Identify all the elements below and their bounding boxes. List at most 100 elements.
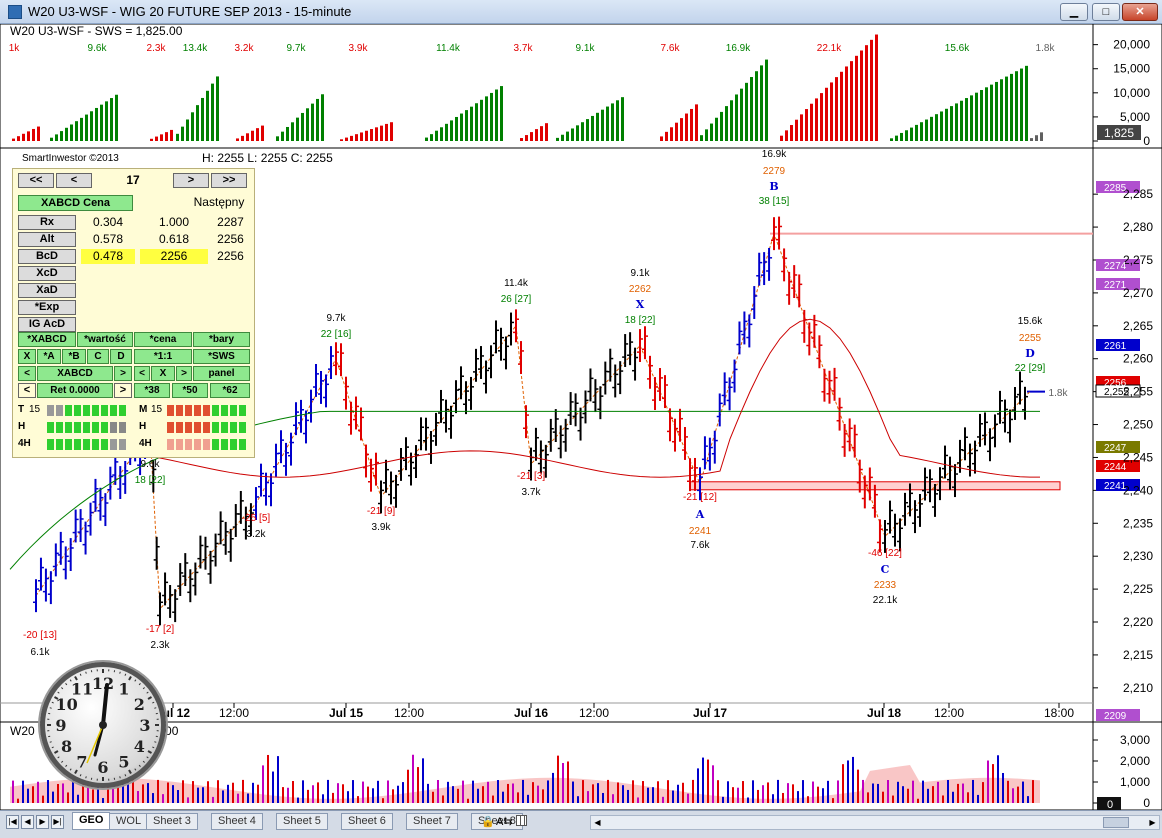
minimize-button[interactable]: ▁ — [1060, 3, 1088, 21]
last-button[interactable]: >> — [211, 173, 247, 188]
horizontal-scrollbar[interactable]: ◀ ▶ — [590, 815, 1160, 830]
lower-volume-bar — [352, 780, 354, 803]
chart-area[interactable]: W20 U3-WSF - SWS = 1,825.00 1k 9.6k 2.3k 13.… — [0, 24, 1162, 810]
price-bar — [202, 536, 209, 570]
volume-bar — [660, 136, 663, 141]
toggle-xabcd-button[interactable]: *XABCD — [18, 332, 76, 347]
scroll-thumb[interactable] — [1103, 817, 1129, 828]
sheet-tab-5[interactable]: Sheet 6 — [341, 813, 393, 830]
swing-annotation: C — [881, 563, 890, 576]
lower-volume-bar — [922, 780, 924, 803]
autoscroll-icon[interactable]: A⇆ — [496, 816, 513, 828]
lower-volume-bar — [277, 756, 279, 803]
price-bar — [726, 377, 733, 411]
panel-row-label-3[interactable]: XcD — [18, 266, 76, 281]
scroll-right-icon[interactable]: ▶ — [1149, 818, 1156, 827]
lower-volume-bar — [567, 761, 569, 803]
xabcd-next-button[interactable]: > — [114, 366, 132, 381]
sheet-tab-4[interactable]: Sheet 5 — [276, 813, 328, 830]
volume-axis-label: 15,000 — [1113, 62, 1150, 76]
volume-bar — [115, 94, 118, 141]
xabcd-cena-button[interactable]: XABCD Cena — [18, 195, 133, 211]
sheet-tab-2[interactable]: Sheet 3 — [146, 813, 198, 830]
lower-volume-bar — [772, 794, 774, 803]
panel-row-label-5[interactable]: *Exp — [18, 300, 76, 315]
scroll-left-icon[interactable]: ◀ — [594, 818, 601, 827]
panel-row-label-0[interactable]: Rx — [18, 215, 76, 230]
first-button[interactable]: << — [18, 173, 54, 188]
sheet-tab-6[interactable]: Sheet 7 — [406, 813, 458, 830]
panel-row-label-4[interactable]: XaD — [18, 283, 76, 298]
toggle-d-button[interactable]: D — [110, 349, 132, 364]
ret-62-button[interactable]: *62 — [210, 383, 250, 398]
next-button[interactable]: > — [173, 173, 209, 188]
swing-annotation: -46 [22] — [868, 548, 902, 559]
lock-icon[interactable]: 🔒 — [481, 816, 495, 828]
sheet-first-button[interactable]: |◀ — [6, 815, 19, 829]
grid-icon[interactable] — [516, 815, 527, 826]
maximize-button[interactable]: □ — [1092, 3, 1120, 21]
lower-volume-bar — [157, 779, 159, 803]
x-prev-button[interactable]: < — [134, 366, 150, 381]
sheet-tab-0[interactable]: GEO — [72, 812, 111, 830]
x-next-button[interactable]: > — [176, 366, 192, 381]
clock-number: 10 — [55, 695, 77, 714]
panel-row-label-1[interactable]: Alt — [18, 232, 76, 247]
lower-volume-bar — [857, 769, 859, 803]
price-bar — [513, 309, 519, 343]
panel-row-label-2[interactable]: BcD — [18, 249, 76, 264]
sheet-tab-3[interactable]: Sheet 4 — [211, 813, 263, 830]
volume-bar — [955, 103, 958, 141]
toggle-a-button[interactable]: *A — [37, 349, 61, 364]
sheet-tab-1[interactable]: WOL — [109, 813, 149, 830]
lower-volume-bar — [747, 797, 749, 803]
volume-bar — [1025, 65, 1028, 141]
lower-volume-bar — [782, 792, 784, 803]
lower-volume-bar — [1007, 780, 1009, 803]
volume-axis-label: 20,000 — [1113, 38, 1150, 52]
toggle-x-button[interactable]: X — [18, 349, 36, 364]
sheet-tab-7[interactable]: Sheet 8 — [471, 813, 523, 830]
price-bar — [353, 396, 359, 430]
sheet-next-button[interactable]: ▶ — [36, 815, 49, 829]
panel-button[interactable]: panel — [193, 366, 250, 381]
ret-prev-button[interactable]: < — [18, 383, 36, 398]
price-bar — [308, 389, 314, 423]
toggle-b-button[interactable]: *B — [62, 349, 86, 364]
sheet-last-button[interactable]: ▶| — [51, 815, 64, 829]
volume-bar — [22, 133, 25, 141]
price-bar — [992, 414, 998, 448]
ret-50-button[interactable]: *50 — [172, 383, 208, 398]
price-bar — [766, 247, 773, 281]
toggle-1to1-button[interactable]: *1:1 — [134, 349, 192, 364]
toggle-wartosc-button[interactable]: *wartość — [77, 332, 133, 347]
price-bar — [358, 407, 364, 441]
price-bar — [278, 430, 284, 464]
price-bar — [731, 359, 738, 393]
price-bar — [892, 513, 898, 547]
toggle-cena-button[interactable]: *cena — [134, 332, 192, 347]
price-bar — [937, 467, 943, 501]
lower-volume-bar — [182, 780, 184, 803]
price-bar — [791, 265, 798, 299]
sheet-prev-button[interactable]: ◀ — [21, 815, 34, 829]
toggle-sws-button[interactable]: *SWS — [193, 349, 250, 364]
toggle-bary-button[interactable]: *bary — [193, 332, 250, 347]
prev-button[interactable]: < — [56, 173, 92, 188]
volume-bar — [196, 105, 199, 141]
lower-volume-bar — [307, 789, 309, 803]
clock-tick — [146, 691, 149, 694]
close-button[interactable]: ✕ — [1122, 3, 1158, 21]
price-bar — [942, 445, 948, 479]
ret-38-button[interactable]: *38 — [134, 383, 170, 398]
volume-bar — [311, 103, 314, 141]
trend-cell — [56, 405, 63, 416]
price-badge — [1096, 441, 1140, 453]
toggle-c-button[interactable]: C — [87, 349, 109, 364]
volume-bar — [930, 116, 933, 141]
panel-row-label-6[interactable]: IG AcD — [18, 317, 76, 332]
xabcd-prev-button[interactable]: < — [18, 366, 36, 381]
ret-next-button[interactable]: > — [114, 383, 132, 398]
lower-volume-bar — [82, 782, 84, 803]
